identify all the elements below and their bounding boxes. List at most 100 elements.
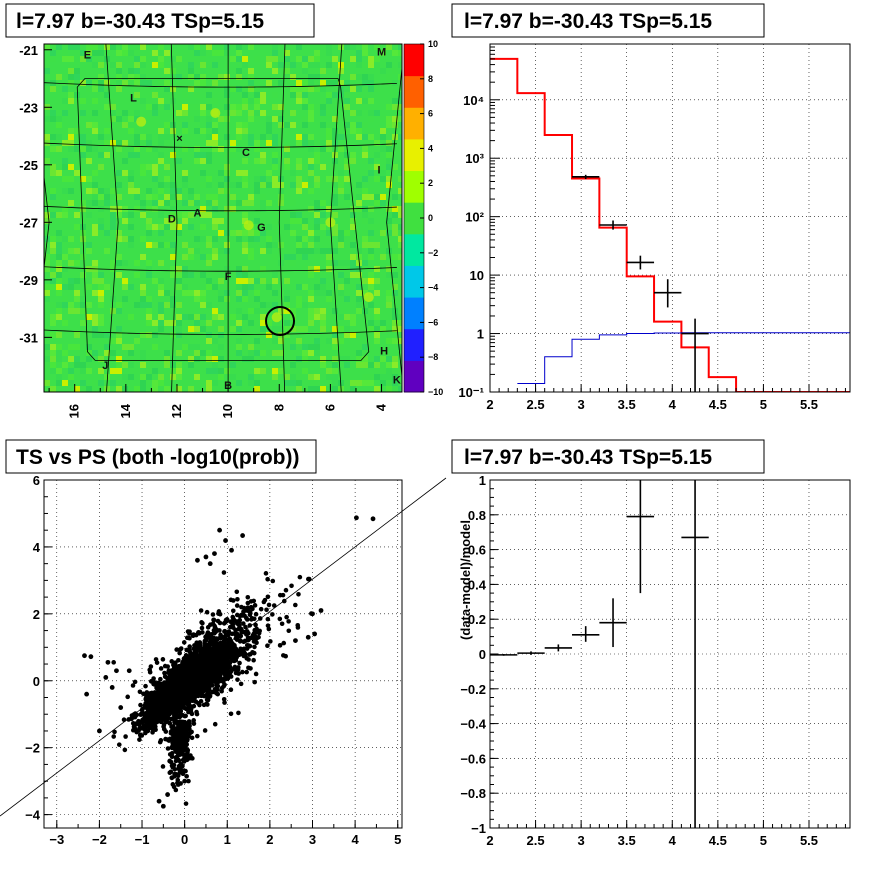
map-pixel xyxy=(158,320,164,326)
map-pixel xyxy=(134,74,140,80)
map-pixel xyxy=(50,344,56,350)
map-pixel xyxy=(80,110,86,116)
map-pixel xyxy=(104,374,110,380)
map-pixel xyxy=(158,98,164,104)
map-pixel xyxy=(74,134,80,140)
map-pixel xyxy=(350,284,356,290)
map-pixel xyxy=(344,122,350,128)
map-pixel xyxy=(386,152,392,158)
map-pixel xyxy=(290,92,296,98)
map-pixel xyxy=(386,230,392,236)
map-pixel xyxy=(314,236,320,242)
map-pixel xyxy=(140,170,146,176)
map-pixel xyxy=(98,218,104,224)
scatter-point xyxy=(181,640,187,645)
map-pixel xyxy=(242,260,248,266)
map-pixel xyxy=(308,110,314,116)
map-source-label: M xyxy=(377,47,386,59)
map-pixel xyxy=(212,254,218,260)
map-pixel xyxy=(326,80,332,86)
scatter-point xyxy=(249,617,254,622)
scatter-point xyxy=(123,734,128,739)
map-grid-meridian xyxy=(329,44,343,392)
map-pixel xyxy=(50,50,56,56)
map-pixel xyxy=(368,56,374,62)
map-pixel xyxy=(272,152,278,158)
map-pixel xyxy=(374,332,380,338)
map-pixel xyxy=(302,326,308,332)
map-pixel xyxy=(362,44,368,50)
map-pixel xyxy=(128,344,134,350)
map-pixel xyxy=(392,290,398,296)
map-pixel xyxy=(308,266,314,272)
map-pixel xyxy=(206,194,212,200)
map-pixel xyxy=(212,200,218,206)
map-pixel xyxy=(188,86,194,92)
map-pixel xyxy=(338,344,344,350)
map-pixel xyxy=(146,272,152,278)
map-pixel xyxy=(398,338,402,344)
map-pixel xyxy=(380,326,386,332)
map-pixel xyxy=(68,380,74,386)
map-pixel xyxy=(278,80,284,86)
map-pixel xyxy=(380,362,386,368)
map-pixel xyxy=(50,86,56,92)
map-pixel xyxy=(278,188,284,194)
map-pixel xyxy=(122,212,128,218)
map-pixel xyxy=(188,344,194,350)
map-pixel xyxy=(56,134,62,140)
map-pixel xyxy=(128,152,134,158)
map-pixel xyxy=(164,242,170,248)
map-pixel xyxy=(374,164,380,170)
map-pixel xyxy=(398,74,402,80)
map-pixel xyxy=(266,302,272,308)
map-pixel xyxy=(368,326,374,332)
map-pixel xyxy=(110,218,116,224)
map-pixel xyxy=(128,170,134,176)
map-pixel xyxy=(182,212,188,218)
map-pixel xyxy=(374,200,380,206)
map-pixel xyxy=(314,308,320,314)
map-pixel xyxy=(194,128,200,134)
map-pixel xyxy=(254,56,260,62)
map-pixel xyxy=(284,296,290,302)
map-pixel xyxy=(92,380,98,386)
map-x-tick-label: 8 xyxy=(271,404,286,411)
map-pixel xyxy=(368,170,374,176)
map-pixel xyxy=(320,278,326,284)
map-pixel xyxy=(374,86,380,92)
map-pixel xyxy=(176,326,182,332)
scatter-point xyxy=(169,695,175,700)
map-pixel xyxy=(50,134,56,140)
map-pixel xyxy=(74,224,80,230)
map-pixel xyxy=(68,92,74,98)
map-pixel xyxy=(56,314,62,320)
map-pixel xyxy=(50,242,56,248)
map-pixel xyxy=(74,296,80,302)
scatter-point xyxy=(206,687,212,692)
map-pixel xyxy=(368,164,374,170)
map-pixel xyxy=(176,224,182,230)
map-pixel xyxy=(56,260,62,266)
map-pixel xyxy=(200,80,206,86)
map-pixel xyxy=(362,230,368,236)
map-pixel xyxy=(110,224,116,230)
scatter-point xyxy=(195,700,201,706)
map-pixel xyxy=(320,320,326,326)
map-source-label: F xyxy=(225,271,232,283)
map-pixel xyxy=(86,158,92,164)
map-pixel xyxy=(296,158,302,164)
map-pixel xyxy=(212,218,218,224)
map-pixel xyxy=(104,272,110,278)
map-pixel xyxy=(200,170,206,176)
map-pixel xyxy=(176,158,182,164)
map-pixel xyxy=(314,218,320,224)
map-pixel xyxy=(302,176,308,182)
scatter-point xyxy=(205,631,210,637)
map-pixel xyxy=(236,134,242,140)
spectrum-y-tick-label: 10² xyxy=(465,210,484,225)
map-pixel xyxy=(386,206,392,212)
map-pixel xyxy=(320,224,326,230)
map-pixel xyxy=(308,176,314,182)
map-pixel xyxy=(392,362,398,368)
